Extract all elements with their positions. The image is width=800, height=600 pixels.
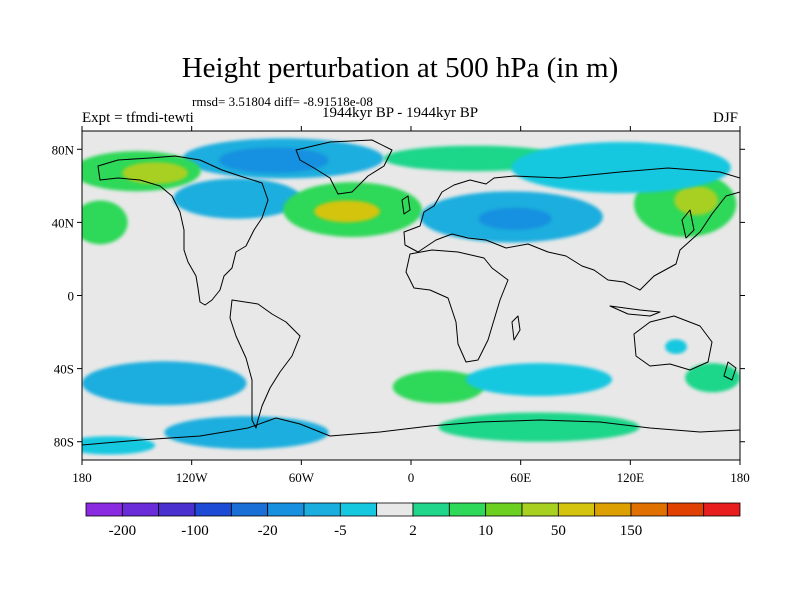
axis-tick-labels: 180 120W 60W 0 60E 120E 180 80N 40N 0 40S 80S bbox=[52, 142, 750, 485]
coast-japan bbox=[681, 209, 695, 239]
y-tick-label: 80S bbox=[54, 435, 74, 450]
anomaly-region bbox=[122, 162, 189, 185]
y-tick-label: 0 bbox=[68, 289, 75, 304]
coast-indonesia bbox=[609, 305, 661, 317]
anomaly-region bbox=[511, 141, 731, 194]
season-label: DJF bbox=[713, 110, 739, 126]
anomaly-region bbox=[82, 436, 156, 455]
anomaly-fill-layer bbox=[82, 138, 740, 455]
colorbar-label: 2 bbox=[409, 523, 417, 539]
colorbar-box bbox=[630, 502, 668, 517]
anomaly-region bbox=[438, 412, 640, 442]
colorbar-box bbox=[485, 502, 523, 517]
colorbar-label: 50 bbox=[551, 523, 566, 539]
colorbar-box bbox=[448, 502, 487, 517]
y-tick-label: 40N bbox=[52, 215, 75, 230]
coast-antarctica bbox=[82, 417, 740, 446]
colorbar: -200 -100 -20 -5 2 10 50 150 bbox=[85, 502, 741, 539]
colorbar-box bbox=[521, 502, 559, 517]
anomaly-region bbox=[665, 339, 687, 354]
x-tick-label: 60E bbox=[510, 470, 531, 485]
anomaly-region bbox=[82, 200, 128, 245]
colorbar-label: 150 bbox=[620, 523, 643, 539]
coast-madagascar bbox=[511, 315, 521, 341]
colorbar-box bbox=[230, 502, 269, 517]
period-label: 1944kyr BP - 1944kyr BP bbox=[322, 105, 479, 121]
colorbar-box bbox=[194, 502, 232, 517]
colorbar-box bbox=[85, 502, 123, 517]
y-tick-label: 40S bbox=[54, 362, 74, 377]
anomaly-region bbox=[82, 361, 247, 406]
rmsd-diff-stats: rmsd= 3.51804 diff= -8.91518e-08 bbox=[192, 94, 373, 109]
coast-europe-asia bbox=[403, 167, 740, 291]
y-tick-label: 80N bbox=[52, 142, 75, 157]
experiment-label: Expt = tfmdi-tewti bbox=[82, 110, 194, 126]
colorbar-box bbox=[158, 502, 196, 517]
colorbar-box bbox=[267, 502, 305, 517]
anomaly-region bbox=[314, 200, 380, 223]
coast-australia bbox=[633, 315, 713, 371]
anomaly-region bbox=[465, 363, 613, 397]
x-tick-label: 120E bbox=[617, 470, 645, 485]
colorbar-label: -5 bbox=[334, 523, 347, 539]
colorbar-box bbox=[703, 502, 741, 517]
axis-ticks bbox=[77, 126, 745, 465]
anomaly-region bbox=[478, 207, 552, 230]
anomaly-region bbox=[173, 178, 302, 219]
colorbar-box bbox=[557, 502, 596, 517]
colorbar-label: 10 bbox=[478, 523, 493, 539]
colorbar-box bbox=[376, 502, 414, 517]
coast-greenland bbox=[295, 139, 393, 195]
colorbar-box bbox=[412, 502, 450, 517]
coastline-layer bbox=[82, 139, 740, 446]
coast-north-america bbox=[97, 155, 269, 306]
anomaly-region bbox=[164, 416, 329, 450]
colorbar-label: -200 bbox=[109, 523, 137, 539]
x-tick-label: 120W bbox=[176, 470, 209, 485]
x-tick-label: 180 bbox=[730, 470, 750, 485]
x-tick-label: 180 bbox=[72, 470, 92, 485]
anomaly-region bbox=[219, 147, 329, 174]
plot-title: Height perturbation at 500 hPa (in m) bbox=[181, 52, 619, 84]
coast-south-america bbox=[229, 299, 301, 429]
anomaly-region bbox=[392, 370, 485, 404]
coast-africa bbox=[405, 249, 509, 363]
colorbar-box bbox=[666, 502, 705, 517]
colorbar-box bbox=[339, 502, 378, 517]
colorbar-box bbox=[303, 502, 341, 517]
x-tick-label: 0 bbox=[408, 470, 415, 485]
coast-uk bbox=[401, 195, 411, 215]
colorbar-box bbox=[594, 502, 632, 517]
colorbar-box bbox=[121, 502, 160, 517]
coast-new-zealand bbox=[723, 361, 737, 381]
anomaly-region bbox=[685, 363, 740, 393]
anomaly-region bbox=[674, 185, 719, 216]
x-tick-label: 60W bbox=[289, 470, 315, 485]
colorbar-label: -100 bbox=[181, 523, 209, 539]
colorbar-label: -20 bbox=[258, 523, 278, 539]
